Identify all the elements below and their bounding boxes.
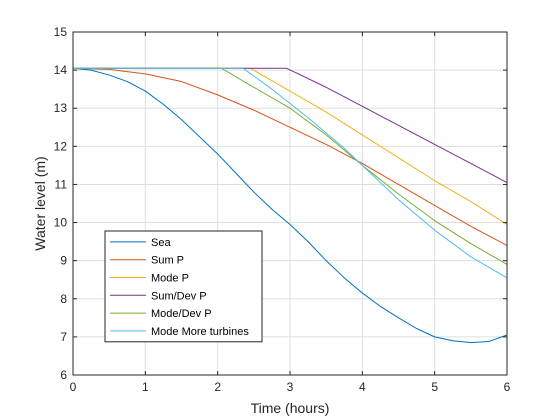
y-tick-label: 10 — [54, 216, 68, 230]
legend-entry: Mode P — [151, 273, 189, 285]
x-tick-label: 3 — [287, 380, 294, 394]
y-tick-label: 7 — [60, 330, 67, 344]
legend-entry: Sea — [151, 237, 171, 249]
series-line-5 — [73, 67, 508, 265]
x-tick-label: 2 — [214, 380, 221, 394]
legend: Sea Sum P Mode P Sum/Dev P Mode/Dev P Mode Mo… — [104, 230, 263, 343]
y-tick-label: 6 — [60, 368, 67, 382]
y-tick-label: 15 — [54, 25, 68, 39]
series-line-6 — [73, 67, 508, 279]
x-tick-label: 0 — [70, 380, 77, 394]
x-tick-label: 5 — [431, 380, 438, 394]
series-line-3 — [73, 67, 508, 225]
legend-entry: Mode/Dev P — [151, 308, 212, 320]
series-line-4 — [73, 67, 508, 183]
y-tick-label: 13 — [54, 101, 68, 115]
x-tick-label: 6 — [504, 380, 511, 394]
y-tick-label: 11 — [55, 177, 68, 191]
legend-entry: Mode More turbines — [151, 326, 249, 338]
legend-entry: Sum/Dev P — [151, 290, 207, 302]
x-tick-label: 4 — [359, 380, 366, 394]
y-axis-label: Water level (m) — [32, 156, 48, 250]
series-lines — [72, 67, 508, 344]
y-tick-label: 14 — [54, 63, 68, 77]
x-tick-label: 1 — [142, 380, 149, 394]
legend-box — [104, 230, 263, 343]
y-tick-label: 9 — [60, 254, 67, 268]
series-line-1 — [72, 67, 508, 344]
y-tick-label: 8 — [60, 292, 67, 306]
x-axis-label: Time (hours) — [251, 400, 330, 416]
y-tick-label: 12 — [54, 139, 68, 153]
legend-entry: Sum P — [151, 255, 184, 267]
series-line-2 — [72, 67, 508, 246]
